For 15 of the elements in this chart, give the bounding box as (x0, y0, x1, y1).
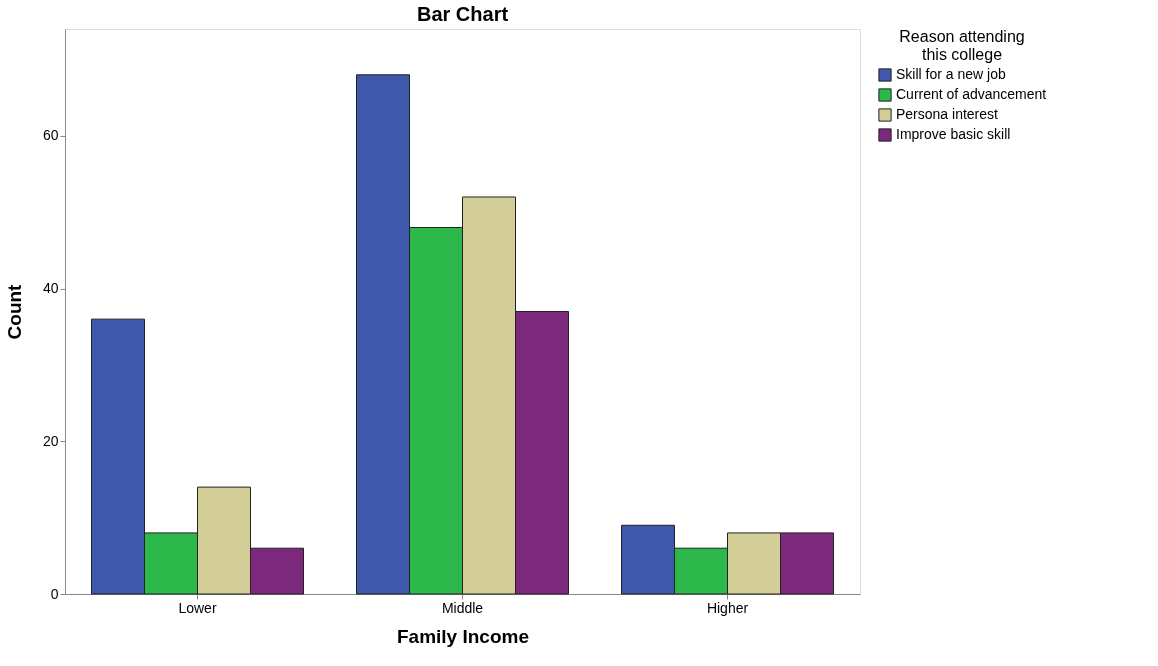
y-tick-label: 0 (50, 585, 59, 602)
x-tick-label: Middle (441, 599, 484, 616)
legend-label: Persona interest (896, 106, 999, 122)
y-tick-label: 20 (42, 432, 59, 449)
legend-label: Current of advancement (896, 86, 1047, 102)
x-tick-label: Lower (178, 599, 217, 616)
legend-title: Reason attending this college (899, 28, 1025, 63)
chart-title: Bar Chart (416, 3, 509, 25)
y-tick-label: 40 (42, 280, 59, 297)
x-tick-label: Higher (706, 599, 749, 616)
y-axis-title: Count (3, 283, 25, 340)
legend-label: Improve basic skill (896, 126, 1011, 142)
legend-label: Skill for a new job (896, 66, 1006, 82)
y-tick-label: 60 (42, 127, 59, 144)
x-axis-title: Family Income (397, 625, 529, 647)
